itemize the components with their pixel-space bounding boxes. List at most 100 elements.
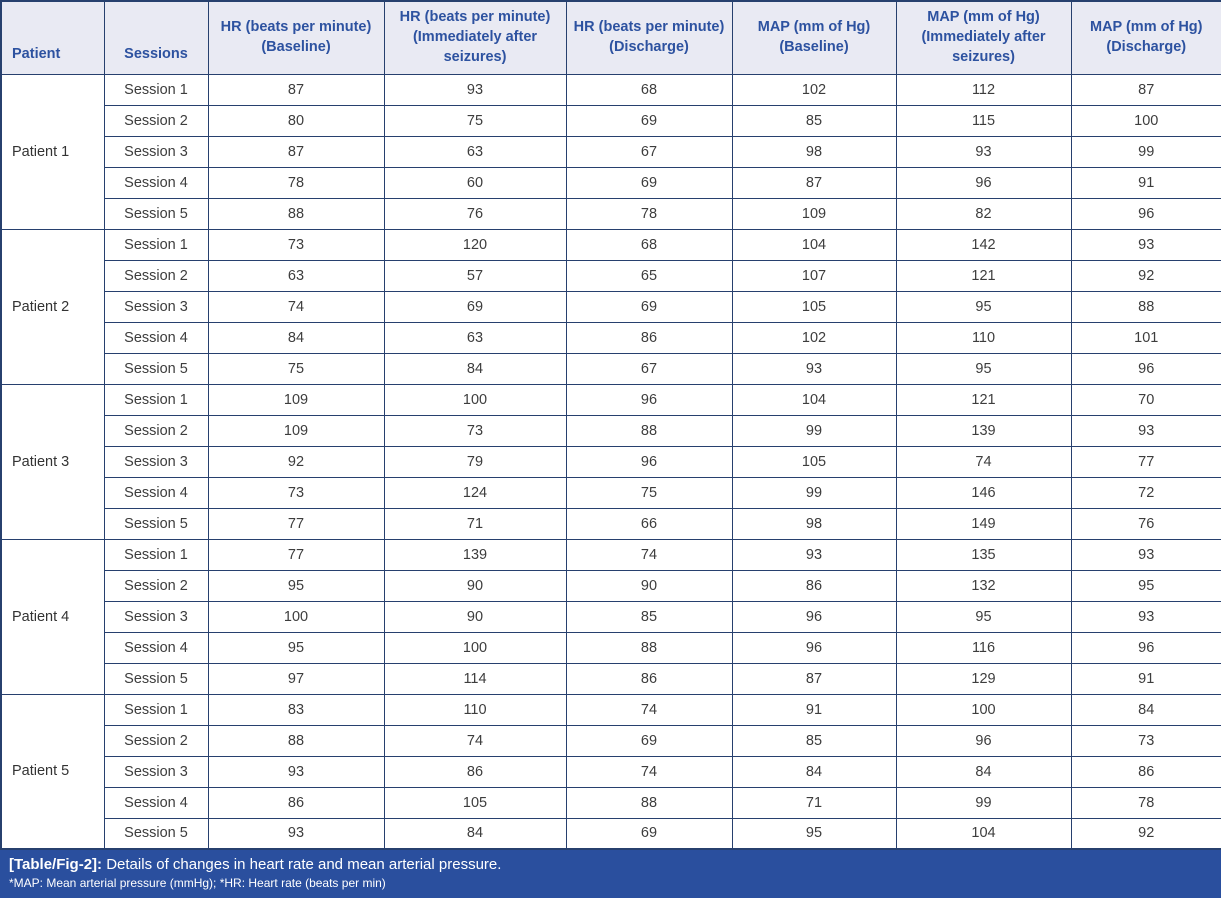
map-baseline-value: 98 xyxy=(731,135,897,168)
caption-tag: [Table/Fig-2]: xyxy=(9,856,103,873)
hr-discharge-value: 69 xyxy=(565,166,733,199)
table-row: Session 3 100 90 85 96 95 93 xyxy=(1,600,1221,633)
hr-after-seizures-value: 90 xyxy=(383,600,567,633)
map-baseline-value: 93 xyxy=(731,538,897,571)
table-row: Session 5 77 71 66 98 149 76 xyxy=(1,507,1221,540)
hr-discharge-value: 67 xyxy=(565,352,733,385)
hr-discharge-value: 85 xyxy=(565,600,733,633)
map-baseline-value: 109 xyxy=(731,197,897,230)
map-after-seizures-value: 121 xyxy=(895,259,1072,292)
table-body: Patient 1 Session 1 87 93 68 102 112 87 Session … xyxy=(0,73,1221,850)
session-label: Session 1 xyxy=(103,383,209,416)
session-label: Session 5 xyxy=(103,507,209,540)
map-baseline-value: 104 xyxy=(731,383,897,416)
hr-after-seizures-value: 74 xyxy=(383,724,567,757)
hr-discharge-value: 74 xyxy=(565,755,733,788)
hr-discharge-value: 88 xyxy=(565,414,733,447)
map-baseline-value: 87 xyxy=(731,166,897,199)
map-after-seizures-value: 142 xyxy=(895,228,1072,261)
session-label: Session 5 xyxy=(103,662,209,695)
map-baseline-value: 93 xyxy=(731,352,897,385)
table-caption: [Table/Fig-2]: Details of changes in hea… xyxy=(9,855,1212,875)
map-baseline-value: 105 xyxy=(731,290,897,323)
table-row: Session 2 88 74 69 85 96 73 xyxy=(1,724,1221,757)
hr-discharge-value: 68 xyxy=(565,228,733,261)
map-discharge-value: 96 xyxy=(1070,631,1221,664)
map-after-seizures-value: 116 xyxy=(895,631,1072,664)
map-after-seizures-value: 132 xyxy=(895,569,1072,602)
hr-after-seizures-value: 114 xyxy=(383,662,567,695)
map-discharge-value: 93 xyxy=(1070,538,1221,571)
map-baseline-value: 85 xyxy=(731,104,897,137)
map-after-seizures-value: 104 xyxy=(895,817,1072,850)
map-baseline-value: 95 xyxy=(731,817,897,850)
map-after-seizures-value: 110 xyxy=(895,321,1072,354)
hr-after-seizures-value: 73 xyxy=(383,414,567,447)
table-row: Session 5 97 114 86 87 129 91 xyxy=(1,662,1221,695)
hr-baseline-value: 95 xyxy=(207,631,385,664)
hr-discharge-value: 74 xyxy=(565,538,733,571)
map-discharge-value: 70 xyxy=(1070,383,1221,416)
map-baseline-value: 98 xyxy=(731,507,897,540)
table-row: Session 3 87 63 67 98 93 99 xyxy=(1,135,1221,168)
hr-after-seizures-value: 79 xyxy=(383,445,567,478)
hr-baseline-value: 77 xyxy=(207,538,385,571)
hr-discharge-value: 96 xyxy=(565,383,733,416)
session-label: Session 3 xyxy=(103,445,209,478)
map-after-seizures-value: 146 xyxy=(895,476,1072,509)
map-discharge-value: 76 xyxy=(1070,507,1221,540)
hr-baseline-value: 92 xyxy=(207,445,385,478)
hr-after-seizures-value: 57 xyxy=(383,259,567,292)
hr-baseline-value: 95 xyxy=(207,569,385,602)
col-header-patient: Patient xyxy=(0,0,105,75)
hr-baseline-value: 75 xyxy=(207,352,385,385)
patient-name: Patient 1 xyxy=(0,73,105,230)
hr-discharge-value: 88 xyxy=(565,631,733,664)
map-after-seizures-value: 121 xyxy=(895,383,1072,416)
map-after-seizures-value: 100 xyxy=(895,693,1072,726)
map-baseline-value: 104 xyxy=(731,228,897,261)
session-label: Session 1 xyxy=(103,228,209,261)
hr-baseline-value: 100 xyxy=(207,600,385,633)
map-discharge-value: 100 xyxy=(1070,104,1221,137)
map-after-seizures-value: 96 xyxy=(895,166,1072,199)
hr-discharge-value: 69 xyxy=(565,817,733,850)
table-row: Patient 3 Session 1 109 100 96 104 121 70 xyxy=(0,383,1221,540)
hr-baseline-value: 87 xyxy=(207,73,385,106)
session-label: Session 5 xyxy=(103,197,209,230)
table-row: Session 2 109 73 88 99 139 93 xyxy=(1,414,1221,447)
session-label: Session 1 xyxy=(103,538,209,571)
map-discharge-value: 88 xyxy=(1070,290,1221,323)
map-after-seizures-value: 82 xyxy=(895,197,1072,230)
hr-discharge-value: 67 xyxy=(565,135,733,168)
session-label: Session 2 xyxy=(103,259,209,292)
hr-baseline-value: 84 xyxy=(207,321,385,354)
table-row: Patient 4 Session 1 77 139 74 93 135 93 xyxy=(0,538,1221,695)
hr-discharge-value: 66 xyxy=(565,507,733,540)
hr-discharge-value: 69 xyxy=(565,290,733,323)
table-row: Session 3 74 69 69 105 95 88 xyxy=(1,290,1221,323)
map-baseline-value: 91 xyxy=(731,693,897,726)
map-baseline-value: 85 xyxy=(731,724,897,757)
hr-after-seizures-value: 71 xyxy=(383,507,567,540)
hr-baseline-value: 109 xyxy=(207,414,385,447)
hr-after-seizures-value: 84 xyxy=(383,817,567,850)
table-header: Patient Sessions HR (beats per minute) (Bas… xyxy=(0,0,1221,75)
hr-after-seizures-value: 76 xyxy=(383,197,567,230)
map-baseline-value: 99 xyxy=(731,414,897,447)
col-header-sessions: Sessions xyxy=(103,0,209,75)
map-after-seizures-value: 84 xyxy=(895,755,1072,788)
map-baseline-value: 86 xyxy=(731,569,897,602)
hr-baseline-value: 93 xyxy=(207,817,385,850)
table-row: Patient 5 Session 1 83 110 74 91 100 84 xyxy=(0,693,1221,850)
hr-baseline-value: 88 xyxy=(207,724,385,757)
map-discharge-value: 96 xyxy=(1070,197,1221,230)
hr-baseline-value: 73 xyxy=(207,228,385,261)
hr-baseline-value: 86 xyxy=(207,786,385,819)
hr-after-seizures-value: 139 xyxy=(383,538,567,571)
session-label: Session 2 xyxy=(103,104,209,137)
caption-footnote: *MAP: Mean arterial pressure (mmHg); *HR… xyxy=(9,876,386,891)
hr-after-seizures-value: 124 xyxy=(383,476,567,509)
map-discharge-value: 87 xyxy=(1070,73,1221,106)
session-label: Session 1 xyxy=(103,693,209,726)
